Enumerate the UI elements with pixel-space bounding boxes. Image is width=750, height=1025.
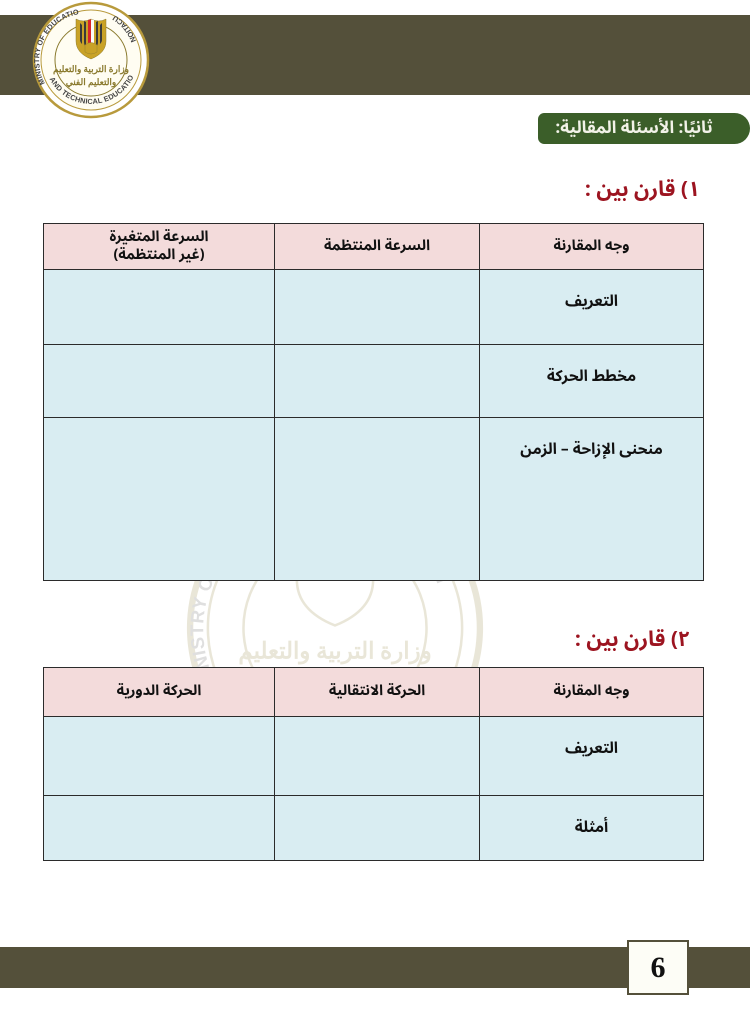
svg-text:وزارة التربية والتعليم: وزارة التربية والتعليم bbox=[238, 639, 431, 666]
svg-text:وزارة التربية والتعليم: وزارة التربية والتعليم bbox=[53, 64, 129, 75]
svg-text:والتعليم الفني: والتعليم الفني bbox=[66, 77, 117, 88]
